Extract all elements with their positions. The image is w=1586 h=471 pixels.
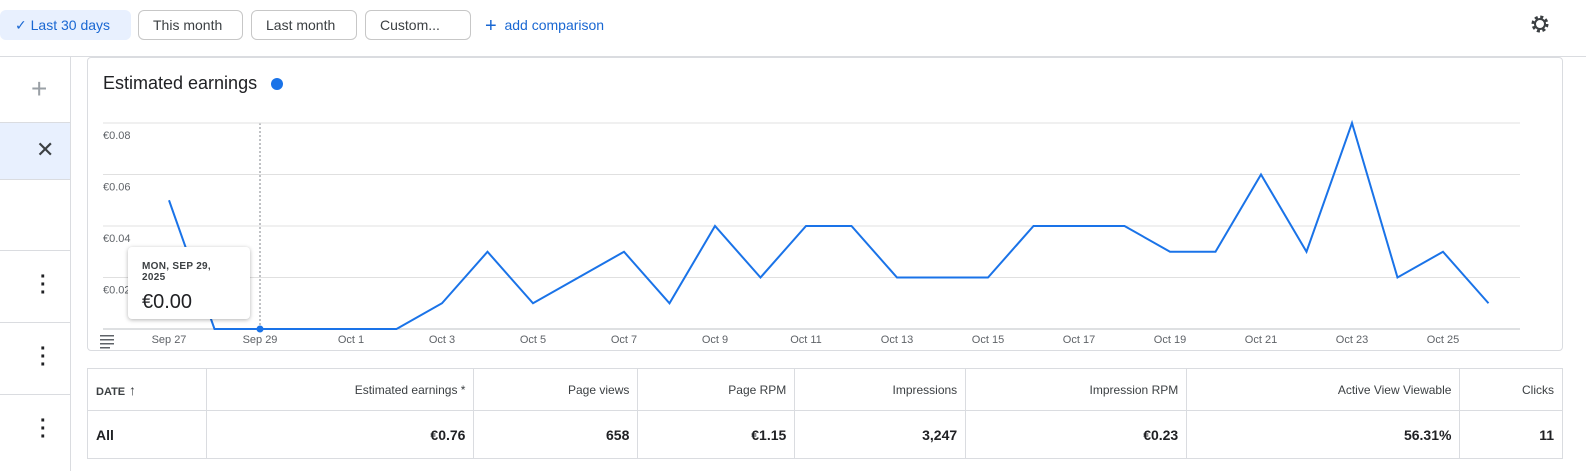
add-comparison[interactable]: + add comparison [485,15,604,38]
table-cell: All [86,410,208,459]
legend-dot [271,78,283,90]
tooltip: MON, SEP 29, 2025 €0.00 [128,247,250,319]
y-tick-label: €0.04 [103,233,131,245]
range-button[interactable]: ✓ Last 30 days [0,10,131,40]
table-cell: 3,247 [794,410,967,459]
button-label: Last month [266,17,336,33]
column-header[interactable]: Estimated earnings * [206,368,475,411]
selected-row[interactable]: ✕ [0,122,70,180]
x-tick-label: Oct 23 [1336,334,1368,346]
header-row: DATE ↑ Estimated earnings * Page views Page… [86,368,1563,411]
table-cell: 11 [1459,410,1563,459]
button-label: Custom... [380,17,440,33]
data-table: DATE ↑ Estimated earnings * Page views Page… [86,368,1563,459]
x-tick-label: Oct 19 [1154,334,1186,346]
divider [0,250,70,251]
chart-card [87,57,1563,351]
button-label: This month [153,17,223,33]
range-button[interactable]: Custom... [365,10,471,40]
table-cell: €0.23 [965,410,1188,459]
column-header[interactable]: Impression RPM [965,368,1188,411]
x-tick-label: Sep 29 [243,334,278,346]
x-tick-label: Oct 17 [1063,334,1095,346]
table-toggle-icon[interactable] [100,335,114,349]
divider [0,56,1586,57]
x-tick-label: Oct 13 [881,334,913,346]
column-header[interactable]: Impressions [794,368,967,411]
add-icon[interactable]: + [31,73,48,104]
tooltip-value: €0.00 [142,291,193,313]
column-header[interactable]: Clicks [1459,368,1563,411]
series-line [168,119,1490,330]
more-icon[interactable]: · · · [40,410,47,448]
comparison-label: add comparison [504,17,605,33]
more-icon[interactable]: · · · [40,338,47,376]
column-header[interactable]: Page views [473,368,639,411]
settings-icon[interactable] [1528,12,1552,36]
close-icon[interactable]: ✕ [36,137,55,162]
range-button[interactable]: Last month [251,10,357,40]
legend-label: Estimated earnings [103,73,257,93]
x-tick-label: Oct 21 [1245,334,1277,346]
table-cell: 658 [473,410,639,459]
x-tick-label: Oct 3 [429,334,455,346]
x-tick-label: Oct 15 [972,334,1004,346]
divider [0,322,70,323]
x-tick-label: Sep 27 [152,334,187,346]
x-tick-label: Oct 25 [1427,334,1459,346]
sidebar: + ✕ · · · · · · · · · [0,57,71,471]
plus-icon: + [485,15,497,37]
column-header[interactable]: Active View Viewable [1186,368,1461,411]
hover-point [256,325,264,333]
table-cell: 56.31% [1186,410,1461,459]
more-icon[interactable]: · · · [40,266,47,304]
x-tick-label: Oct 9 [702,334,728,346]
divider [0,394,70,395]
y-tick-label: €0.06 [103,181,131,193]
y-tick-label: €0.02 [103,284,131,296]
button-label: Last 30 days [30,17,111,33]
column-header[interactable]: DATE ↑ [86,368,208,411]
x-tick-label: Oct 7 [611,334,637,346]
x-tick-label: Oct 5 [520,334,546,346]
sort-icon: ↑ [125,381,137,398]
x-tick-label: Oct 1 [338,334,364,346]
chart: Estimated earnings €0.02 €0.04 €0.06 €0.08 S… [100,73,1520,349]
y-tick-label: €0.08 [103,130,131,142]
table-row: All €0.76 658 €1.15 3,247 €0.23 56.31% 11 [86,410,1563,459]
column-header[interactable]: Page RPM [637,368,796,411]
table-cell: €0.76 [206,410,475,459]
range-button[interactable]: This month [138,10,243,40]
x-tick-label: Oct 11 [790,334,822,346]
tooltip-date: MON, SEP 29, 2025 [142,261,211,283]
table-cell: €1.15 [637,410,796,459]
